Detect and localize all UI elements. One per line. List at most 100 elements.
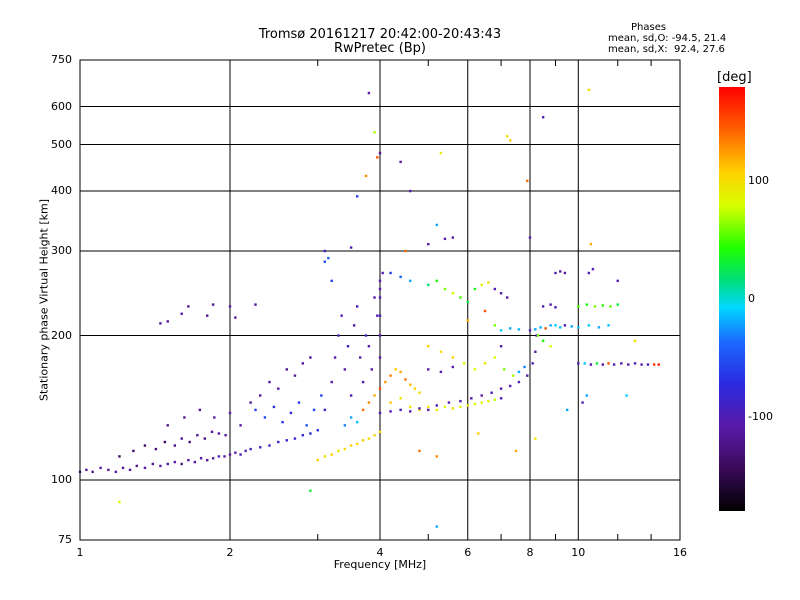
data-point — [554, 306, 557, 309]
data-point — [483, 309, 487, 313]
data-point — [378, 387, 382, 390]
data-point — [224, 433, 227, 437]
data-point — [367, 91, 371, 95]
data-point — [409, 383, 412, 386]
data-point — [301, 433, 305, 437]
data-point — [188, 440, 191, 444]
data-point — [652, 363, 656, 366]
data-point — [378, 151, 382, 155]
data-point — [591, 267, 595, 271]
data-point — [323, 260, 327, 263]
data-point — [384, 380, 387, 384]
data-point — [85, 468, 88, 472]
data-point — [373, 433, 376, 437]
data-point — [259, 446, 262, 449]
x-tick-label: 4 — [376, 546, 384, 559]
chart-subtitle: RwPretec (Bp) — [333, 41, 427, 56]
data-point — [198, 408, 202, 412]
data-point — [349, 444, 353, 447]
data-point — [107, 468, 110, 472]
data-point — [367, 401, 371, 404]
data-point — [505, 296, 509, 299]
data-point — [259, 394, 262, 397]
data-point — [625, 394, 628, 397]
data-point — [376, 156, 379, 159]
phases-heading: Phases — [631, 22, 667, 33]
data-point — [480, 394, 483, 397]
data-point — [211, 457, 215, 460]
data-point — [228, 453, 232, 456]
data-point — [352, 324, 356, 327]
data-point — [607, 324, 610, 327]
data-point — [466, 319, 469, 322]
data-point — [389, 374, 392, 377]
data-point — [528, 236, 532, 239]
data-point — [183, 416, 186, 419]
data-point — [466, 300, 469, 304]
data-point — [281, 420, 284, 424]
data-point — [333, 356, 337, 359]
data-point — [272, 405, 276, 409]
data-point — [309, 432, 312, 435]
data-point — [249, 447, 252, 451]
data-point — [508, 139, 512, 142]
data-point — [459, 296, 462, 299]
data-point — [327, 256, 330, 260]
plot-frame — [79, 59, 681, 541]
data-point — [534, 437, 537, 440]
data-point — [121, 466, 125, 470]
x-axis-label: Frequency [MHz] — [333, 558, 427, 571]
data-point — [349, 246, 353, 249]
data-point — [633, 362, 637, 365]
data-point — [409, 410, 412, 413]
data-point — [587, 88, 591, 92]
y-tick-label: 500 — [51, 137, 72, 151]
data-point — [616, 279, 619, 283]
data-point — [534, 350, 537, 353]
data-point — [517, 328, 521, 331]
data-point — [316, 429, 319, 432]
x-tick-label: 1 — [76, 546, 84, 559]
data-point — [589, 363, 593, 366]
data-point — [451, 356, 455, 359]
data-point — [394, 368, 397, 371]
data-point — [373, 131, 376, 134]
data-point — [657, 363, 660, 366]
data-point — [166, 424, 169, 427]
data-point — [330, 279, 333, 283]
data-point — [563, 271, 567, 275]
data-point — [343, 424, 347, 427]
data-point — [378, 430, 382, 434]
data-point — [234, 316, 237, 319]
data-point — [277, 440, 280, 444]
data-point — [526, 374, 529, 377]
data-point — [439, 151, 443, 155]
data-point — [593, 305, 597, 308]
data-point — [473, 402, 477, 406]
axis-ticks — [317, 60, 652, 540]
data-point — [587, 324, 591, 327]
data-point — [418, 408, 421, 412]
data-point — [330, 380, 333, 384]
data-point — [277, 387, 280, 390]
data-point — [99, 466, 102, 470]
data-point — [427, 345, 430, 348]
data-point — [217, 455, 221, 458]
data-point — [234, 451, 237, 454]
data-point — [541, 116, 545, 119]
data-point — [399, 370, 402, 374]
data-point — [151, 462, 155, 466]
data-point — [316, 458, 319, 462]
y-axis-label: Stationary phase Virtual Height [km] — [37, 198, 51, 402]
data-point — [620, 362, 623, 365]
data-point — [514, 449, 518, 453]
y-tick-label: 100 — [51, 473, 72, 487]
data-point — [399, 275, 402, 279]
data-point — [373, 394, 376, 397]
data-point — [470, 397, 473, 400]
data-point — [364, 334, 368, 337]
data-point — [211, 303, 215, 306]
data-point — [205, 458, 209, 462]
data-point — [585, 303, 588, 306]
data-point — [451, 236, 455, 239]
